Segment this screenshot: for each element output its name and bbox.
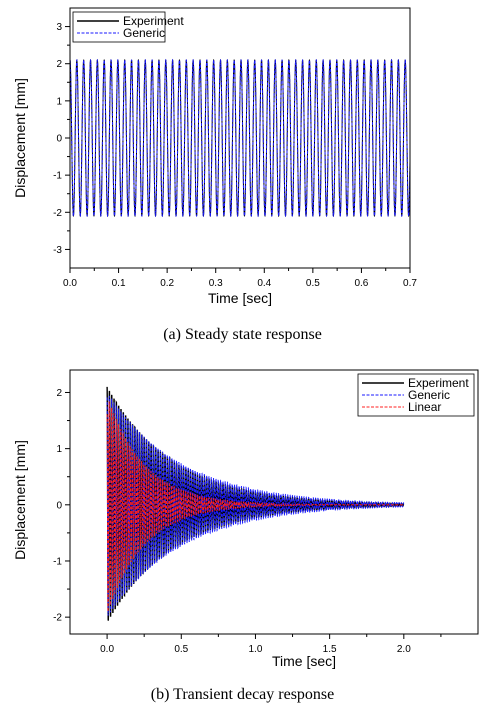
transient-decay-ytick-label: 2 [56,388,62,399]
transient-decay-xtick-label: 0.0 [100,644,114,655]
steady-state-xtick-label: 0.5 [306,278,320,289]
steady-state-xlabel: Time [sec] [208,290,272,306]
steady-state-xtick-label: 0.3 [209,278,223,289]
transient-decay-legend-label: Experiment [408,376,469,390]
steady-state-xtick-label: 0.0 [63,278,77,289]
steady-state-x-axis: 0.0 0.1 0.2 0.3 0.4 0.5 0.6 0.7 [63,268,417,289]
steady-state-caption: (a) Steady state response [163,326,322,343]
steady-state-xtick-label: 0.7 [403,278,417,289]
transient-decay-xtick-label: 1.0 [249,644,263,655]
transient-decay-legend-label: Generic [408,388,450,402]
steady-state-series-generic [70,58,410,218]
steady-state-ytick-label: 1 [56,96,62,107]
transient-decay-y-axis: -2 -1 0 1 2 [53,388,70,624]
steady-state-ylabel: Displacement [mm] [12,78,28,198]
steady-state-y-axis: -3 -2 -1 0 1 2 3 [53,22,70,256]
steady-state-ytick-label: -1 [53,171,62,182]
steady-state-ytick-label: -3 [53,245,62,256]
steady-state-xtick-label: 0.6 [354,278,368,289]
steady-state-ytick-label: 3 [56,22,62,33]
steady-state-plot-frame [69,7,411,269]
transient-decay-series-linear [106,401,404,612]
steady-state-ytick-label: -2 [53,208,62,219]
transient-decay-ylabel: Displacement [mm] [12,440,28,560]
transient-decay-legend-label: Linear [408,400,441,414]
transient-decay-ytick-label: 0 [56,500,62,511]
transient-decay-xtick-label: 2.0 [397,644,411,655]
transient-decay-series-generic [106,395,405,616]
steady-state-ytick-label: 2 [56,59,62,70]
transient-decay-xtick-label: 0.5 [174,644,188,655]
steady-state-xtick-label: 0.1 [112,278,126,289]
steady-state-plot-area [70,58,410,218]
steady-state-xtick-label: 0.4 [257,278,271,289]
steady-state-ytick-label: 0 [56,134,62,145]
steady-state-legend-label: Generic [123,26,165,40]
transient-decay-x-axis: 0.0 0.5 1.0 1.5 2.0 [100,634,442,655]
transient-decay-ytick-label: -2 [53,613,62,624]
steady-state-series-experiment [70,58,410,218]
steady-state-chart: -3 -2 -1 0 1 2 3 0.0 0.1 0.2 0.3 0.4 0.5 0.6 0.7 Time… [12,7,417,306]
transient-decay-caption: (b) Transient decay response [150,686,335,703]
steady-state-legend-box [72,11,166,43]
steady-state-xtick-label: 0.2 [160,278,174,289]
transient-decay-chart: -2 -1 0 1 2 0.0 0.5 1.0 1.5 2.0 Time [sec] Displ… [12,369,479,669]
transient-decay-xlabel: Time [sec] [272,653,336,669]
transient-decay-xtick-label: 1.5 [323,644,337,655]
transient-decay-ytick-label: -1 [53,556,62,567]
transient-decay-ytick-label: 1 [56,444,62,455]
transient-decay-plot-frame [69,369,479,635]
transient-decay-plot-area [106,386,405,621]
steady-state-legend-label: Experiment [123,14,184,28]
